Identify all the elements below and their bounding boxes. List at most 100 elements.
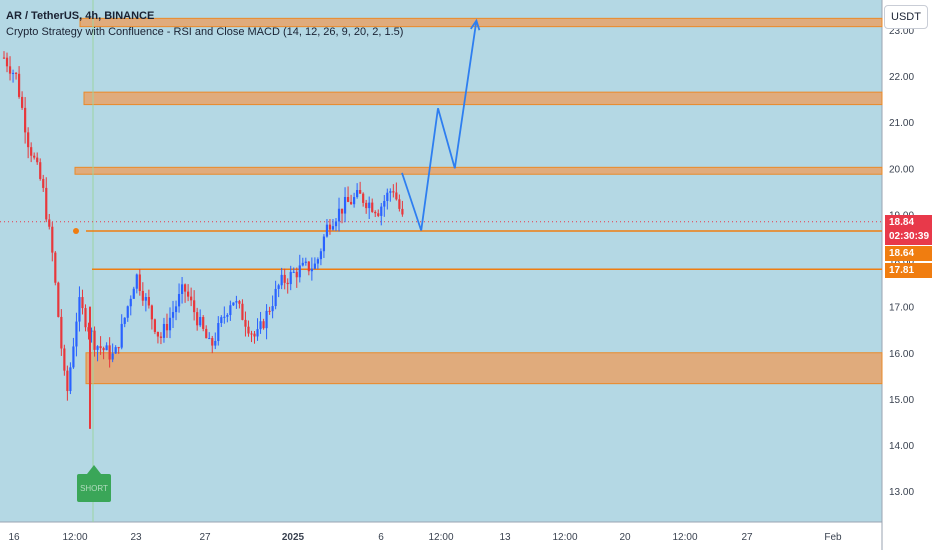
projection-path <box>401 20 478 231</box>
candle-body <box>316 259 319 264</box>
candle-body <box>30 147 33 156</box>
candle-body <box>24 107 27 133</box>
candle-body <box>292 271 295 273</box>
candle-body <box>241 303 244 320</box>
zone-4 <box>85 352 883 385</box>
candle-body <box>90 330 93 332</box>
candle-body <box>165 323 169 331</box>
candle-body <box>42 178 45 188</box>
candle-body <box>187 291 190 297</box>
x-tick-label: 20 <box>619 532 631 543</box>
candle-body <box>226 315 229 317</box>
level-1-label: 18.64 <box>885 246 932 261</box>
candle-body <box>168 317 172 331</box>
candle-body <box>129 298 132 307</box>
candle-body <box>87 327 90 332</box>
y-tick-label: 21.00 <box>889 118 914 129</box>
candle-body <box>280 274 283 286</box>
signal-label: SHORT <box>80 484 108 493</box>
candle-body <box>174 306 178 313</box>
candle-body <box>180 284 184 294</box>
candle-body <box>337 208 341 222</box>
candle-body <box>229 305 232 316</box>
candle-body <box>325 224 329 237</box>
x-tick-label: 12:00 <box>428 532 453 543</box>
candle-body <box>304 261 307 263</box>
candle-body <box>54 252 57 283</box>
candle-body <box>298 265 301 278</box>
candle-body <box>349 201 353 205</box>
candle-body <box>283 274 286 283</box>
level-2-label: 17.81 <box>885 263 932 278</box>
x-tick-label: 16 <box>8 532 20 543</box>
candle-body <box>328 224 332 230</box>
candle-body <box>196 312 199 326</box>
candle-body <box>343 196 347 214</box>
candle-body <box>307 261 310 272</box>
candle-body <box>81 297 84 309</box>
candle-body <box>39 162 42 179</box>
candle-body <box>346 196 350 202</box>
candle-body <box>205 328 208 339</box>
candle-body <box>389 191 392 193</box>
indicator-title[interactable]: Crypto Strategy with Confluence - RSI an… <box>6 26 404 38</box>
candle-body <box>102 348 105 351</box>
currency-button[interactable]: USDT <box>884 5 928 29</box>
candle-body <box>105 345 108 351</box>
candle-body <box>14 72 18 74</box>
candle-body <box>383 200 386 207</box>
candle-body <box>211 338 214 346</box>
candle-body <box>193 300 196 313</box>
candle-body <box>365 202 368 209</box>
x-tick-label: 2025 <box>282 532 305 543</box>
candle-body <box>93 330 96 350</box>
candle-body <box>96 346 99 350</box>
candle-body <box>371 202 374 212</box>
signal-arrow-icon <box>87 465 101 474</box>
candle-body <box>177 293 181 307</box>
candle-body <box>111 353 114 360</box>
signal-box <box>77 474 111 502</box>
candle-body <box>374 211 377 214</box>
candle-body <box>138 274 141 291</box>
candle-body <box>8 66 12 74</box>
candle-body <box>36 157 39 163</box>
candle-body <box>214 341 217 346</box>
candle-body <box>244 319 247 327</box>
x-tick-label: 12:00 <box>62 532 87 543</box>
zone-2 <box>83 91 883 106</box>
candle-body <box>27 132 30 148</box>
candle-body <box>223 316 226 318</box>
candle-body <box>57 282 60 317</box>
projection-arrow-head <box>470 18 481 31</box>
countdown-value: 02:30:39 <box>889 231 930 242</box>
candle-body <box>135 274 138 289</box>
y-tick-label: 15.00 <box>889 395 914 406</box>
candle-body <box>5 57 9 67</box>
candle-body <box>262 321 265 329</box>
y-tick-label: 18.00 <box>889 257 914 268</box>
candle-body <box>75 321 78 347</box>
candle-body <box>313 263 316 269</box>
candle-body <box>84 308 87 328</box>
x-tick-label: 13 <box>499 532 511 543</box>
candle-body <box>362 193 365 203</box>
y-tick-label: 16.00 <box>889 349 914 360</box>
candle-body <box>132 288 135 299</box>
candle-body <box>353 197 356 205</box>
candle-body <box>66 370 69 392</box>
candle-body <box>395 192 398 200</box>
candle-body <box>310 268 313 272</box>
x-tick-label: 27 <box>741 532 753 543</box>
candle-body <box>159 336 163 338</box>
candle-body <box>150 305 153 320</box>
candle-body <box>235 301 238 303</box>
candle-body <box>78 297 81 322</box>
y-tick-label: 17.00 <box>889 303 914 314</box>
symbol-title[interactable]: AR / TetherUS, 4h, BINANCE <box>6 10 155 22</box>
last-price-value: 18.84 <box>889 217 915 228</box>
candle-body <box>301 262 304 266</box>
candle-body <box>331 226 335 230</box>
